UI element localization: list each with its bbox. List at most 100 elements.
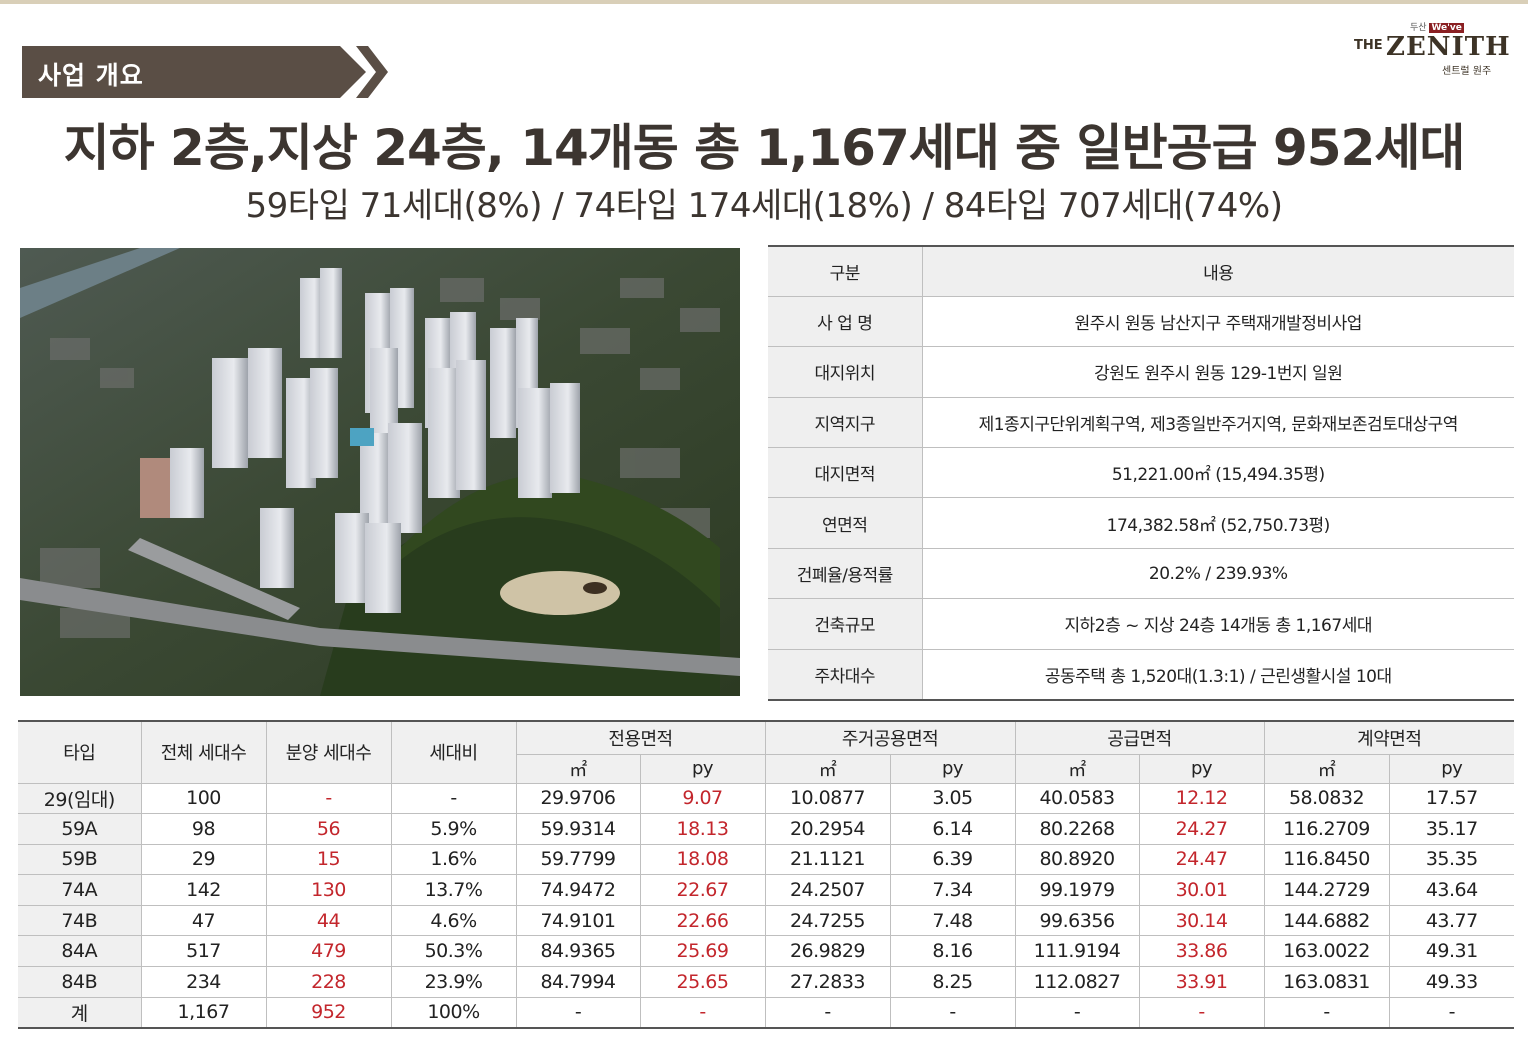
overview-key: 주차대수 (768, 649, 923, 701)
cell-supply-sqm: 99.6356 (1015, 904, 1140, 937)
header-unit-sqm: ㎡ (1015, 753, 1140, 784)
header-residential-common-area: 주거공용면적 (765, 720, 1016, 755)
logo-subtitle: 센트럴 원주 (1442, 66, 1492, 77)
cell-ratio: - (391, 782, 517, 815)
overview-value: 강원도 원주시 원동 129-1번지 일원 (922, 346, 1514, 398)
header-unit-py: py (1389, 753, 1515, 784)
overview-value: 제1종지구단위계획구역, 제3종일반주거지역, 문화재보존검토대상구역 (922, 397, 1514, 449)
cell-type: 59B (18, 843, 142, 876)
cell-common-sqm: 27.2833 (765, 966, 891, 998)
cell-sale-units: 44 (266, 904, 392, 937)
header-unit-sqm: ㎡ (765, 753, 891, 784)
table-row: 59A 98 56 5.9% 59.9314 18.13 20.2954 6.14 80.226… (18, 813, 1515, 845)
overview-value: 원주시 원동 남산지구 주택재개발정비사업 (922, 296, 1514, 348)
cell-common-py: 8.16 (890, 935, 1016, 968)
overview-key: 지역지구 (768, 397, 923, 449)
cell-sale-units: 15 (266, 843, 392, 876)
cell-supply-py: 30.14 (1139, 904, 1265, 937)
cell-type: 59A (18, 813, 142, 845)
cell-supply-py: 24.47 (1139, 843, 1265, 876)
table-row: 계 1,167 952 100% - - - - - - - - (18, 996, 1515, 1029)
cell-sale-units: 130 (266, 874, 392, 906)
cell-contract-sqm: 163.0831 (1264, 966, 1390, 998)
cell-contract-py: 49.33 (1389, 966, 1515, 998)
cell-ratio: 5.9% (391, 813, 517, 845)
cell-supply-sqm: 80.2268 (1015, 813, 1140, 845)
cell-exclusive-py: 22.66 (640, 904, 766, 937)
cell-contract-sqm: 144.6882 (1264, 904, 1390, 937)
cell-contract-py: - (1389, 996, 1515, 1029)
cell-ratio: 4.6% (391, 904, 517, 937)
cell-common-py: - (890, 996, 1016, 1029)
cell-contract-py: 17.57 (1389, 782, 1515, 815)
header-unit-py: py (890, 753, 1016, 784)
overview-header-value: 내용 (922, 244, 1514, 297)
cell-total-units: 1,167 (141, 996, 267, 1029)
header-unit-sqm: ㎡ (1264, 753, 1390, 784)
cell-type: 84B (18, 966, 142, 998)
cell-common-py: 3.05 (890, 782, 1016, 815)
cell-ratio: 1.6% (391, 843, 517, 876)
page-subline: 59타입 71세대(8%) / 74타입 174세대(18%) / 84타입 7… (245, 186, 1283, 226)
cell-supply-py: 30.01 (1139, 874, 1265, 906)
header-unit-py: py (1139, 753, 1265, 784)
cell-common-sqm: 21.1121 (765, 843, 891, 876)
cell-exclusive-py: 18.13 (640, 813, 766, 845)
overview-value: 20.2% / 239.93% (922, 548, 1514, 600)
cell-exclusive-sqm: - (516, 996, 641, 1029)
section-badge: 사업 개요 (22, 46, 390, 98)
cell-ratio: 13.7% (391, 874, 517, 906)
cell-exclusive-sqm: 74.9101 (516, 904, 641, 937)
overview-key: 건폐율/용적률 (768, 548, 923, 600)
cell-type: 계 (18, 996, 142, 1029)
top-rule (0, 0, 1528, 4)
cell-contract-py: 43.77 (1389, 904, 1515, 937)
cell-common-sqm: - (765, 996, 891, 1029)
logo-the: THE (1354, 38, 1383, 53)
area-header-row-1: 타입 전체 세대수 분양 세대수 세대비 전용면적 주거공용면적 공급면적 계약… (18, 720, 1515, 784)
cell-exclusive-py: 9.07 (640, 782, 766, 815)
header-exclusive-area: 전용면적 (516, 720, 766, 755)
cell-exclusive-py: 25.69 (640, 935, 766, 968)
cell-common-py: 7.48 (890, 904, 1016, 937)
header-total-units: 전체 세대수 (141, 720, 267, 784)
cell-total-units: 517 (141, 935, 267, 968)
cell-exclusive-sqm: 29.9706 (516, 782, 641, 815)
cell-exclusive-sqm: 74.9472 (516, 874, 641, 906)
cell-contract-py: 49.31 (1389, 935, 1515, 968)
cell-exclusive-sqm: 84.9365 (516, 935, 641, 968)
cell-supply-sqm: 111.9194 (1015, 935, 1140, 968)
cell-total-units: 29 (141, 843, 267, 876)
header-sale-units: 분양 세대수 (266, 720, 392, 784)
cell-supply-py: 33.86 (1139, 935, 1265, 968)
cell-sale-units: 479 (266, 935, 392, 968)
overview-key: 대지면적 (768, 447, 923, 499)
cell-total-units: 47 (141, 904, 267, 937)
overview-row: 대지면적 51,221.00㎡ (15,494.35평) (768, 447, 1514, 499)
cell-contract-py: 35.35 (1389, 843, 1515, 876)
cell-contract-sqm: 163.0022 (1264, 935, 1390, 968)
cell-supply-py: 24.27 (1139, 813, 1265, 845)
cell-common-py: 8.25 (890, 966, 1016, 998)
cell-ratio: 100% (391, 996, 517, 1029)
cell-ratio: 23.9% (391, 966, 517, 998)
cell-exclusive-sqm: 59.9314 (516, 813, 641, 845)
cell-common-sqm: 10.0877 (765, 782, 891, 815)
cell-supply-sqm: 80.8920 (1015, 843, 1140, 876)
overview-key: 연면적 (768, 497, 923, 549)
cell-total-units: 98 (141, 813, 267, 845)
section-badge-label: 사업 개요 (38, 61, 144, 90)
overview-value: 지하2층 ~ 지상 24층 14개동 총 1,167세대 (922, 598, 1514, 650)
overview-value: 공동주택 총 1,520대(1.3:1) / 근린생활시설 10대 (922, 649, 1514, 701)
project-overview-table: 구분 내용 사 업 명 원주시 원동 남산지구 주택재개발정비사업 대지위치 강… (768, 244, 1514, 701)
table-row: 74B 47 44 4.6% 74.9101 22.66 24.7255 7.48 99.635… (18, 904, 1515, 937)
cell-type: 74B (18, 904, 142, 937)
cell-supply-sqm: 112.0827 (1015, 966, 1140, 998)
cell-supply-py: - (1139, 996, 1265, 1029)
cell-exclusive-py: 25.65 (640, 966, 766, 998)
overview-value: 51,221.00㎡ (15,494.35평) (922, 447, 1514, 499)
cell-common-sqm: 20.2954 (765, 813, 891, 845)
cell-supply-py: 33.91 (1139, 966, 1265, 998)
cell-exclusive-sqm: 84.7994 (516, 966, 641, 998)
cell-common-py: 6.39 (890, 843, 1016, 876)
